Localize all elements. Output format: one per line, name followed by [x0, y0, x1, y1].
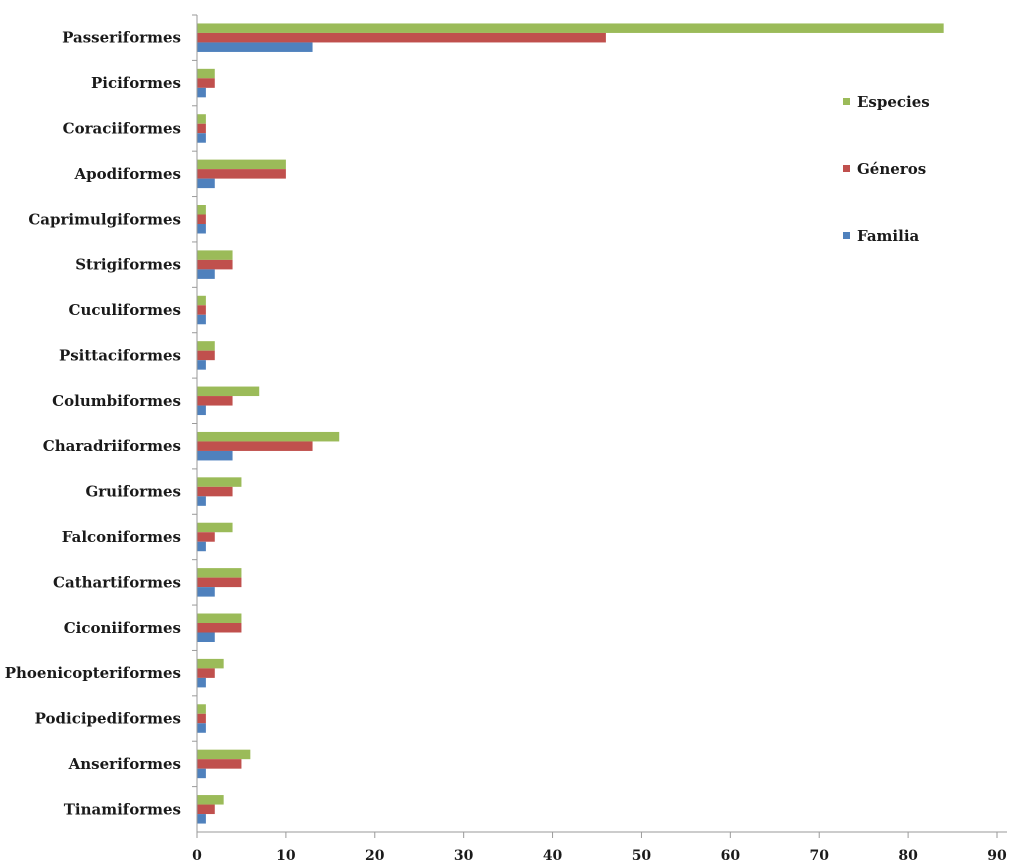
category-label: Tinamiformes — [64, 800, 181, 818]
bar-podicipediformes-familia — [197, 723, 206, 733]
bar-passeriformes-generos — [197, 32, 606, 43]
bar-passeriformes-especies — [197, 23, 944, 33]
category-label: Apodiformes — [73, 165, 181, 183]
bar-psittaciformes-familia — [197, 360, 206, 370]
category-label: Anseriformes — [68, 755, 181, 773]
bar-ciconiiformes-especies — [197, 613, 242, 623]
bar-phoenicopteriformes-familia — [197, 677, 206, 688]
bar-gruiformes-generos — [197, 486, 233, 497]
bar-cuculiformes-familia — [197, 314, 206, 325]
bar-coraciiformes-especies — [197, 114, 206, 124]
bar-podicipediformes-generos — [197, 713, 206, 724]
bar-piciformes-especies — [197, 68, 215, 79]
legend: Especies Géneros Familia — [843, 93, 930, 245]
bar-ciconiiformes-generos — [197, 623, 242, 633]
bar-cathartiformes-especies — [197, 568, 242, 578]
bar-columbiformes-especies — [197, 386, 260, 397]
bar-cuculiformes-especies — [197, 295, 206, 306]
category-label: Cathartiformes — [53, 573, 181, 591]
x-tick-label: 0 — [192, 848, 202, 864]
bar-passeriformes-familia — [197, 42, 313, 52]
x-ticks: 0 10 20 30 40 50 60 70 80 90 — [192, 832, 1007, 864]
bar-tinamiformes-generos — [197, 804, 215, 815]
x-tick-label: 70 — [809, 848, 829, 864]
bar-falconiformes-familia — [197, 541, 206, 552]
legend-label-especies: Especies — [857, 93, 930, 111]
bar-anseriformes-generos — [197, 759, 242, 769]
bar-cathartiformes-familia — [197, 587, 215, 597]
bar-phoenicopteriformes-especies — [197, 658, 224, 669]
legend-swatch-generos — [843, 165, 850, 172]
bar-anseriformes-especies — [197, 749, 251, 760]
x-tick-label: 90 — [987, 848, 1007, 864]
bar-podicipediformes-especies — [197, 704, 206, 714]
category-label: Strigiformes — [75, 256, 181, 274]
bar-tinamiformes-especies — [197, 795, 224, 805]
legend-swatch-especies — [843, 98, 850, 105]
category-label: Cuculiformes — [69, 301, 182, 319]
bar-anseriformes-familia — [197, 768, 206, 779]
category-label: Piciformes — [91, 74, 181, 92]
bar-cuculiformes-generos — [197, 305, 206, 315]
category-label: Psittaciformes — [59, 346, 181, 364]
bar-caprimulgiformes-especies — [197, 205, 206, 215]
x-tick-label: 10 — [276, 848, 296, 864]
bar-caprimulgiformes-generos — [197, 214, 206, 224]
bar-psittaciformes-especies — [197, 341, 215, 351]
bars-layer — [197, 23, 944, 824]
bar-caprimulgiformes-familia — [197, 224, 206, 234]
category-label: Passeriformes — [62, 29, 181, 47]
bar-falconiformes-generos — [197, 532, 215, 542]
category-label: Columbiformes — [52, 392, 181, 410]
category-label: Caprimulgiformes — [28, 210, 181, 228]
bar-charadriiformes-familia — [197, 450, 233, 461]
bar-coraciiformes-generos — [197, 123, 206, 134]
category-labels: Passeriformes Piciformes Coraciiformes Apod… — [5, 14, 197, 818]
bar-columbiformes-generos — [197, 396, 233, 406]
category-label: Gruiformes — [85, 483, 181, 501]
bar-apodiformes-especies — [197, 159, 286, 170]
bar-cathartiformes-generos — [197, 577, 242, 588]
category-label: Charadriiformes — [43, 437, 181, 455]
category-label: Coraciiformes — [63, 119, 181, 137]
bar-strigiformes-especies — [197, 250, 233, 260]
bar-piciformes-generos — [197, 78, 215, 88]
category-label: Podicipediformes — [35, 710, 181, 728]
legend-swatch-familia — [843, 232, 850, 239]
bar-columbiformes-familia — [197, 405, 206, 416]
bar-apodiformes-familia — [197, 178, 215, 189]
x-tick-label: 40 — [543, 848, 563, 864]
bar-piciformes-familia — [197, 87, 206, 98]
category-label: Ciconiiformes — [64, 619, 181, 637]
legend-label-familia: Familia — [857, 227, 920, 245]
bar-gruiformes-familia — [197, 496, 206, 506]
category-label: Phoenicopteriformes — [5, 664, 181, 682]
x-tick-label: 30 — [454, 848, 474, 864]
bar-gruiformes-especies — [197, 477, 242, 487]
bar-phoenicopteriformes-generos — [197, 668, 215, 678]
bar-falconiformes-especies — [197, 522, 233, 533]
bar-strigiformes-familia — [197, 269, 215, 279]
bar-tinamiformes-familia — [197, 814, 206, 824]
x-tick-label: 80 — [898, 848, 918, 864]
bar-charadriiformes-especies — [197, 431, 340, 442]
x-tick-label: 60 — [721, 848, 741, 864]
bar-strigiformes-generos — [197, 259, 233, 270]
x-tick-label: 50 — [632, 848, 652, 864]
bar-psittaciformes-generos — [197, 350, 215, 361]
x-tick-label: 20 — [365, 848, 385, 864]
bar-ciconiiformes-familia — [197, 632, 215, 642]
legend-label-generos: Géneros — [857, 160, 926, 178]
bar-coraciiformes-familia — [197, 133, 206, 143]
bar-apodiformes-generos — [197, 169, 286, 179]
category-label: Falconiformes — [62, 528, 181, 546]
bar-charadriiformes-generos — [197, 441, 313, 451]
